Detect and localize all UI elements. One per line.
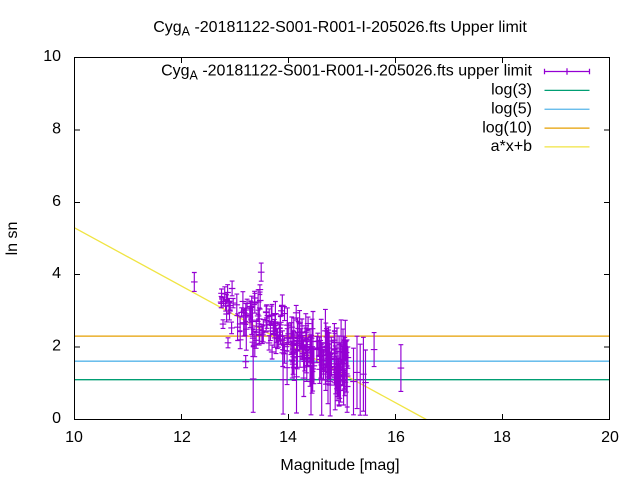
svg-text:ln sn: ln sn [4,222,21,256]
svg-text:CygA -20181122-S001-R001-I-205: CygA -20181122-S001-R001-I-205026.fts up… [161,63,532,83]
svg-text:12: 12 [173,429,191,446]
svg-text:Magnitude [mag]: Magnitude [mag] [280,457,399,474]
svg-text:16: 16 [387,429,405,446]
svg-text:20: 20 [601,429,619,446]
svg-text:8: 8 [52,120,61,137]
svg-text:14: 14 [279,429,297,446]
svg-text:a*x+b: a*x+b [491,138,532,155]
svg-text:18: 18 [493,429,511,446]
svg-text:0: 0 [52,410,61,427]
svg-text:log(5): log(5) [491,100,532,117]
svg-text:log(3): log(3) [491,82,532,99]
svg-text:6: 6 [52,193,61,210]
svg-text:10: 10 [43,48,61,65]
svg-text:4: 4 [52,265,61,282]
svg-text:log(10): log(10) [482,119,532,136]
svg-text:CygA -20181122-S001-R001-I-205: CygA -20181122-S001-R001-I-205026.fts Up… [153,19,527,39]
svg-text:2: 2 [52,338,61,355]
svg-text:10: 10 [65,429,83,446]
